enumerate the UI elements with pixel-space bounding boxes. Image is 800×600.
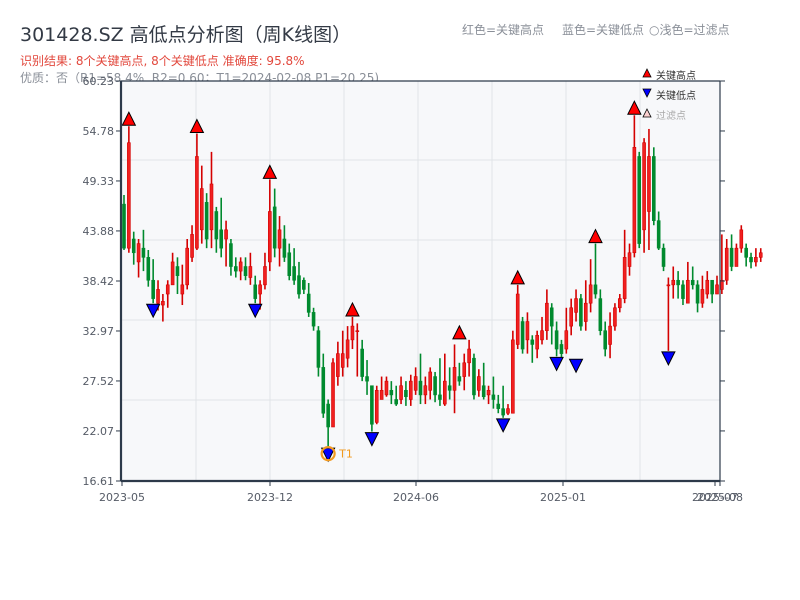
key-low-marker (145, 303, 161, 319)
key-low-marker (568, 358, 584, 374)
legend-item-filtered: 过滤点 (640, 104, 696, 124)
key-low-marker (495, 418, 511, 433)
key-high-marker (345, 301, 360, 317)
x-tick-label: 2025-07 (692, 491, 738, 504)
up-triangle-icon (640, 67, 654, 81)
legend-label: 过滤点 (656, 110, 686, 122)
x-tick-label: 2023-05 (99, 491, 145, 504)
top-legend-red: 红色=关键高点 (462, 23, 545, 37)
y-tick-label: 38.42 (83, 275, 115, 288)
key-low-marker (247, 303, 263, 319)
legend-item-key-low: 关键低点 (640, 84, 696, 104)
x-tick-label: 2025-08 (697, 491, 743, 504)
x-tick-label: 2023-12 (247, 491, 293, 504)
key-high-marker (262, 164, 278, 179)
y-tick-label: 22.07 (83, 425, 115, 438)
y-tick-label: 27.52 (83, 375, 115, 388)
page-title: 301428.SZ 高低点分析图（周K线图） (20, 24, 352, 46)
key-high-marker (121, 111, 137, 126)
y-tick-label: 49.33 (83, 175, 115, 188)
key-low-marker (549, 356, 564, 372)
y-tick-label: 32.97 (83, 325, 115, 338)
key-high-marker (588, 228, 603, 244)
key-low-marker (364, 432, 380, 447)
result-summary: 识别结果: 8个关键高点, 8个关键低点 准确度: 95.8% (20, 54, 305, 68)
key-high-marker (189, 118, 205, 134)
light-triangle-icon (640, 107, 654, 121)
y-tick-label: 43.88 (83, 225, 115, 238)
down-triangle-icon (640, 88, 654, 101)
axes: 16.61 22.07 27.52 32.97 38.42 43.88 49.33 54.78… (83, 75, 743, 504)
top-legend-blue: 蓝色=关键低点 (562, 23, 645, 37)
candles (122, 115, 763, 448)
key-low-marker (661, 351, 676, 366)
grid-lines (121, 81, 720, 481)
legend-label: 关键低点 (656, 90, 696, 102)
t1-ring (320, 446, 336, 462)
y-tick-label: 54.78 (83, 125, 115, 138)
key-point-markers: T1 (121, 100, 676, 463)
key-high-marker (452, 324, 467, 340)
top-legend-light: ○浅色=过滤点 (649, 23, 730, 37)
x-tick-label: 2024-06 (393, 491, 439, 504)
t1-label: T1 (338, 448, 353, 461)
legend-item-key-high: 关键高点 (640, 64, 696, 84)
key-high-marker (510, 269, 526, 285)
x-tick-label: 2025-01 (540, 491, 586, 504)
key-high-marker (627, 100, 642, 115)
y-tick-label: 60.23 (83, 75, 115, 88)
y-tick-label: 16.61 (83, 475, 115, 488)
legend-label: 关键高点 (656, 70, 696, 82)
plot-area (121, 81, 720, 481)
chart-legend: 关键高点 关键低点 过滤点 (640, 64, 696, 124)
